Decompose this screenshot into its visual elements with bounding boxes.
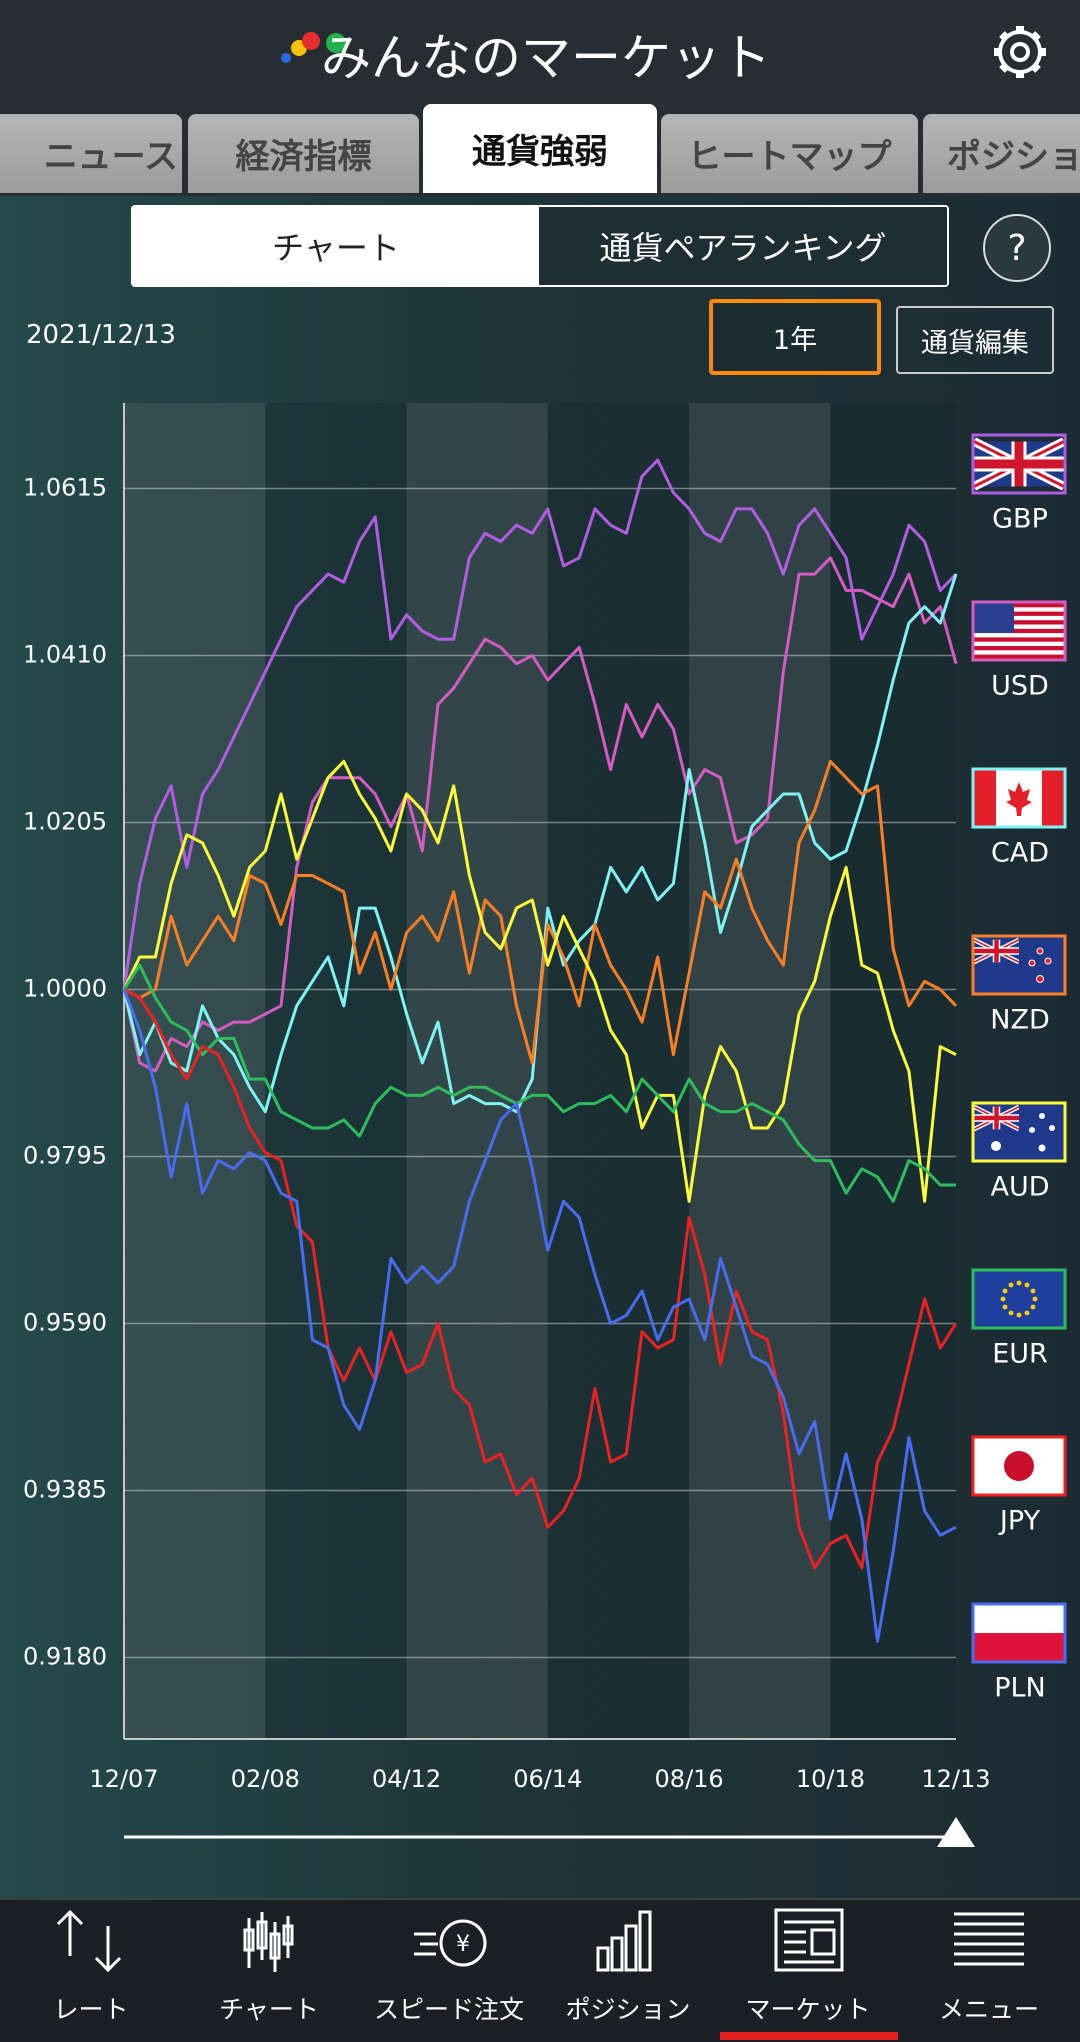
x-tick-label: 02/08 bbox=[231, 1765, 300, 1793]
legend-frame bbox=[971, 600, 1067, 662]
tab[interactable]: ヒートマップ bbox=[661, 114, 918, 193]
svg-text:¥: ¥ bbox=[456, 1932, 470, 1957]
segment-active[interactable]: チャート bbox=[133, 207, 539, 285]
x-tick-label: 10/18 bbox=[796, 1765, 865, 1793]
logo-dot bbox=[281, 53, 291, 63]
legend-frame bbox=[971, 1435, 1067, 1497]
tab[interactable]: ポジション bbox=[923, 114, 1080, 193]
chart-icon[interactable] bbox=[243, 1912, 294, 1972]
period-button[interactable]: 1年 bbox=[709, 299, 881, 375]
flag bbox=[974, 1605, 1064, 1661]
plot-area bbox=[124, 403, 956, 1739]
legend-frame bbox=[971, 934, 1067, 996]
speed-order-icon[interactable]: ¥ bbox=[414, 1919, 487, 1967]
flag bbox=[974, 603, 1064, 659]
legend-label: NZD bbox=[990, 1005, 1049, 1036]
y-tick-label: 0.9795 bbox=[23, 1142, 107, 1170]
legend-label: USD bbox=[991, 671, 1049, 702]
tab-strip: ニュース 経済指標 通貨強弱 ヒートマップ ポジション bbox=[0, 100, 1080, 196]
y-tick-label: 1.0410 bbox=[23, 641, 107, 669]
flag bbox=[974, 770, 1064, 826]
legend-label: PLN bbox=[994, 1673, 1046, 1704]
x-tick-label: 08/16 bbox=[655, 1765, 724, 1793]
position-icon[interactable] bbox=[596, 1910, 652, 1972]
flag bbox=[974, 1271, 1064, 1327]
y-tick-label: 0.9590 bbox=[23, 1309, 107, 1337]
y-tick-label: 1.0205 bbox=[23, 808, 107, 836]
tab[interactable]: 経済指標 bbox=[188, 114, 419, 193]
legend-label: EUR bbox=[992, 1339, 1048, 1370]
series-line bbox=[122, 988, 957, 1643]
menu-icon[interactable] bbox=[954, 1912, 1024, 1966]
band bbox=[406, 403, 548, 1739]
legend-frame bbox=[971, 767, 1067, 829]
tab-active[interactable]: 通貨強弱 bbox=[423, 104, 657, 193]
legend-frame bbox=[971, 1268, 1067, 1330]
flag bbox=[974, 1104, 1064, 1160]
legend-frame bbox=[971, 1602, 1067, 1664]
band bbox=[124, 403, 266, 1739]
rate-icon[interactable] bbox=[56, 1909, 122, 1973]
y-tick-label: 0.9385 bbox=[23, 1476, 107, 1504]
nav-label[interactable]: メニュー bbox=[938, 1995, 1039, 2024]
help-button[interactable]: ? bbox=[983, 214, 1051, 282]
nav-icons: ¥ bbox=[56, 1908, 1024, 2040]
logo-dot bbox=[326, 33, 346, 53]
nav-label[interactable]: レート bbox=[53, 1995, 129, 2024]
legend-label: AUD bbox=[990, 1172, 1049, 1203]
y-tick-label: 1.0000 bbox=[23, 975, 107, 1003]
x-tick-label: 04/12 bbox=[372, 1765, 441, 1793]
nav-label[interactable]: スピード注文 bbox=[373, 1995, 524, 2024]
legend-frame bbox=[971, 1101, 1067, 1163]
series-line bbox=[123, 988, 958, 1570]
flag bbox=[974, 937, 1064, 993]
legend-label: CAD bbox=[991, 838, 1049, 869]
x-tick-label: 12/07 bbox=[89, 1765, 158, 1793]
legend-label: GBP bbox=[992, 504, 1048, 535]
series-line bbox=[122, 759, 957, 1203]
nav-label[interactable]: マーケット bbox=[745, 1995, 871, 2024]
chart: 0.9180 0.9385 0.9590 0.9795 1.0000 1.0205 1.04… bbox=[23, 403, 1067, 1847]
header-icons bbox=[281, 26, 1046, 78]
legend-frame bbox=[971, 433, 1067, 495]
series-line bbox=[122, 556, 958, 1073]
segmented-control: チャート 通貨ペアランキング bbox=[131, 205, 949, 287]
edit-currency-button[interactable]: 通貨編集 bbox=[896, 306, 1054, 374]
active-indicator bbox=[720, 2032, 898, 2040]
logo-dot bbox=[302, 32, 320, 50]
bottom-nav bbox=[0, 1898, 1080, 2042]
nav-label[interactable]: チャート bbox=[219, 1995, 319, 2024]
background-bands bbox=[124, 403, 956, 1739]
x-tick-label: 12/13 bbox=[921, 1765, 990, 1793]
series-line bbox=[122, 458, 958, 990]
legend-label: JPY bbox=[998, 1506, 1041, 1537]
series-line bbox=[122, 963, 956, 1203]
flag bbox=[974, 442, 1064, 487]
y-tick-label: 0.9180 bbox=[23, 1643, 107, 1671]
y-tick-label: 1.0615 bbox=[23, 474, 107, 502]
flag bbox=[974, 1438, 1064, 1494]
slider-handle[interactable] bbox=[937, 1817, 975, 1847]
date-label: 2021/12/13 bbox=[26, 320, 176, 350]
app-title: みんなのマーケット bbox=[321, 29, 771, 87]
market-icon[interactable] bbox=[774, 1908, 844, 1972]
band bbox=[689, 403, 831, 1739]
x-tick-label: 06/14 bbox=[513, 1765, 582, 1793]
tab[interactable]: ニュース bbox=[0, 114, 182, 193]
settings-icon[interactable] bbox=[994, 26, 1046, 78]
nav-label[interactable]: ポジション bbox=[565, 1995, 691, 2024]
segment[interactable]: 通貨ペアランキング bbox=[539, 207, 947, 285]
series-line bbox=[123, 759, 958, 1065]
